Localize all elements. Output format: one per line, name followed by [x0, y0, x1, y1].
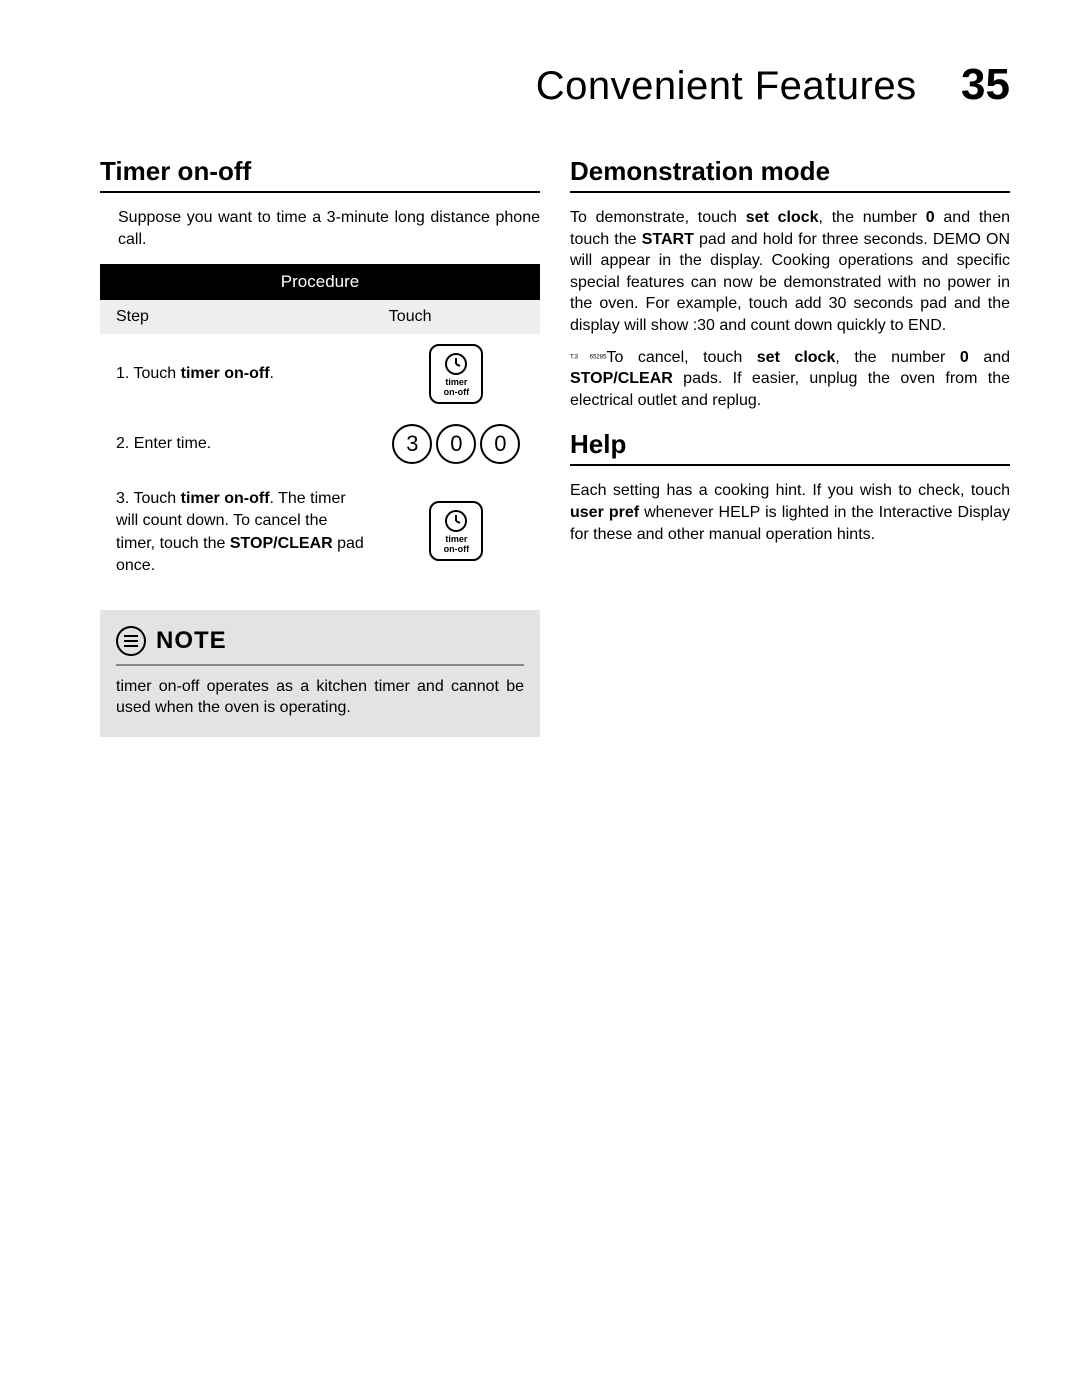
- step-text: Touch: [134, 365, 181, 382]
- note-text: timer on-off operates as a kitchen timer…: [116, 676, 524, 719]
- table-row: 3. Touch timer on-off. The timer will co…: [100, 474, 540, 588]
- step-bold: timer on-off: [181, 365, 270, 382]
- text: Each setting has a cooking hint. If you …: [570, 482, 1010, 499]
- digit-key: 0: [436, 424, 476, 464]
- timer-button-label-line2: on-off: [435, 545, 477, 555]
- page-number: 35: [961, 60, 1010, 110]
- step-index: 1.: [116, 365, 134, 382]
- column-header-step: Step: [100, 300, 373, 334]
- text: , the number: [819, 209, 926, 226]
- procedure-title: Procedure: [100, 264, 540, 300]
- bold: set clock: [757, 349, 836, 366]
- bold: STOP/CLEAR: [570, 370, 673, 387]
- bold: set clock: [746, 209, 819, 226]
- section-heading-help: Help: [570, 429, 1010, 466]
- note-header: NOTE: [116, 626, 524, 666]
- step-index: 3.: [116, 490, 134, 507]
- procedure-title-row: Procedure: [100, 264, 540, 300]
- bold: 0: [926, 209, 935, 226]
- timer-button-label-line2: on-off: [435, 388, 477, 398]
- note-box: NOTE timer on-off operates as a kitchen …: [100, 610, 540, 737]
- digit-pad-group: 3 0 0: [392, 424, 520, 464]
- procedure-header-row: Step Touch: [100, 300, 540, 334]
- step-1-text: 1. Touch timer on-off.: [100, 334, 373, 414]
- text: To cancel, touch: [606, 349, 756, 366]
- digit-key: 0: [480, 424, 520, 464]
- step-3-touch: timer on-off: [373, 474, 540, 588]
- text: and: [969, 349, 1010, 366]
- right-column: Demonstration mode To demonstrate, touch…: [570, 150, 1010, 737]
- procedure-table: Procedure Step Touch 1. Touch timer on-o…: [100, 264, 540, 587]
- step-2-text: 2. Enter time.: [100, 414, 373, 474]
- digit-key: 3: [392, 424, 432, 464]
- demo-paragraph-1: To demonstrate, touch set clock, the num…: [570, 207, 1010, 337]
- text: To demonstrate, touch: [570, 209, 746, 226]
- clock-icon: [444, 509, 468, 533]
- note-icon: [116, 626, 146, 656]
- clock-icon: [444, 352, 468, 376]
- column-header-touch: Touch: [373, 300, 540, 334]
- step-bold: STOP/CLEAR: [230, 535, 333, 552]
- step-bold: timer on-off: [181, 490, 270, 507]
- text: , the number: [835, 349, 960, 366]
- help-paragraph: Each setting has a cooking hint. If you …: [570, 480, 1010, 545]
- section-heading-timer: Timer on-off: [100, 156, 540, 193]
- bold: user pref: [570, 504, 639, 521]
- timer-onoff-button-icon: timer on-off: [429, 344, 483, 404]
- table-row: 2. Enter time. 3 0 0: [100, 414, 540, 474]
- table-row: 1. Touch timer on-off. timer on-off: [100, 334, 540, 414]
- step-text: .: [270, 365, 274, 382]
- left-column: Timer on-off Suppose you want to time a …: [100, 150, 540, 737]
- timer-intro-text: Suppose you want to time a 3-minute long…: [118, 207, 540, 250]
- step-2-touch: 3 0 0: [373, 414, 540, 474]
- chapter-title: Convenient Features: [536, 64, 917, 109]
- section-heading-demo: Demonstration mode: [570, 156, 1010, 193]
- step-index: 2.: [116, 435, 134, 452]
- timer-onoff-button-icon: timer on-off: [429, 501, 483, 561]
- demo-paragraph-2: T.3 65285To cancel, touch set clock, the…: [570, 347, 1010, 412]
- bold: START: [642, 231, 694, 248]
- content-columns: Timer on-off Suppose you want to time a …: [100, 150, 1010, 737]
- step-text: Enter time.: [134, 435, 211, 452]
- step-1-touch: timer on-off: [373, 334, 540, 414]
- note-title: NOTE: [156, 627, 227, 655]
- page-header: Convenient Features 35: [100, 60, 1010, 110]
- bold: 0: [960, 349, 969, 366]
- step-3-text: 3. Touch timer on-off. The timer will co…: [100, 474, 373, 588]
- step-text: Touch: [134, 490, 181, 507]
- footnote-mark: T.3 65285: [570, 354, 606, 360]
